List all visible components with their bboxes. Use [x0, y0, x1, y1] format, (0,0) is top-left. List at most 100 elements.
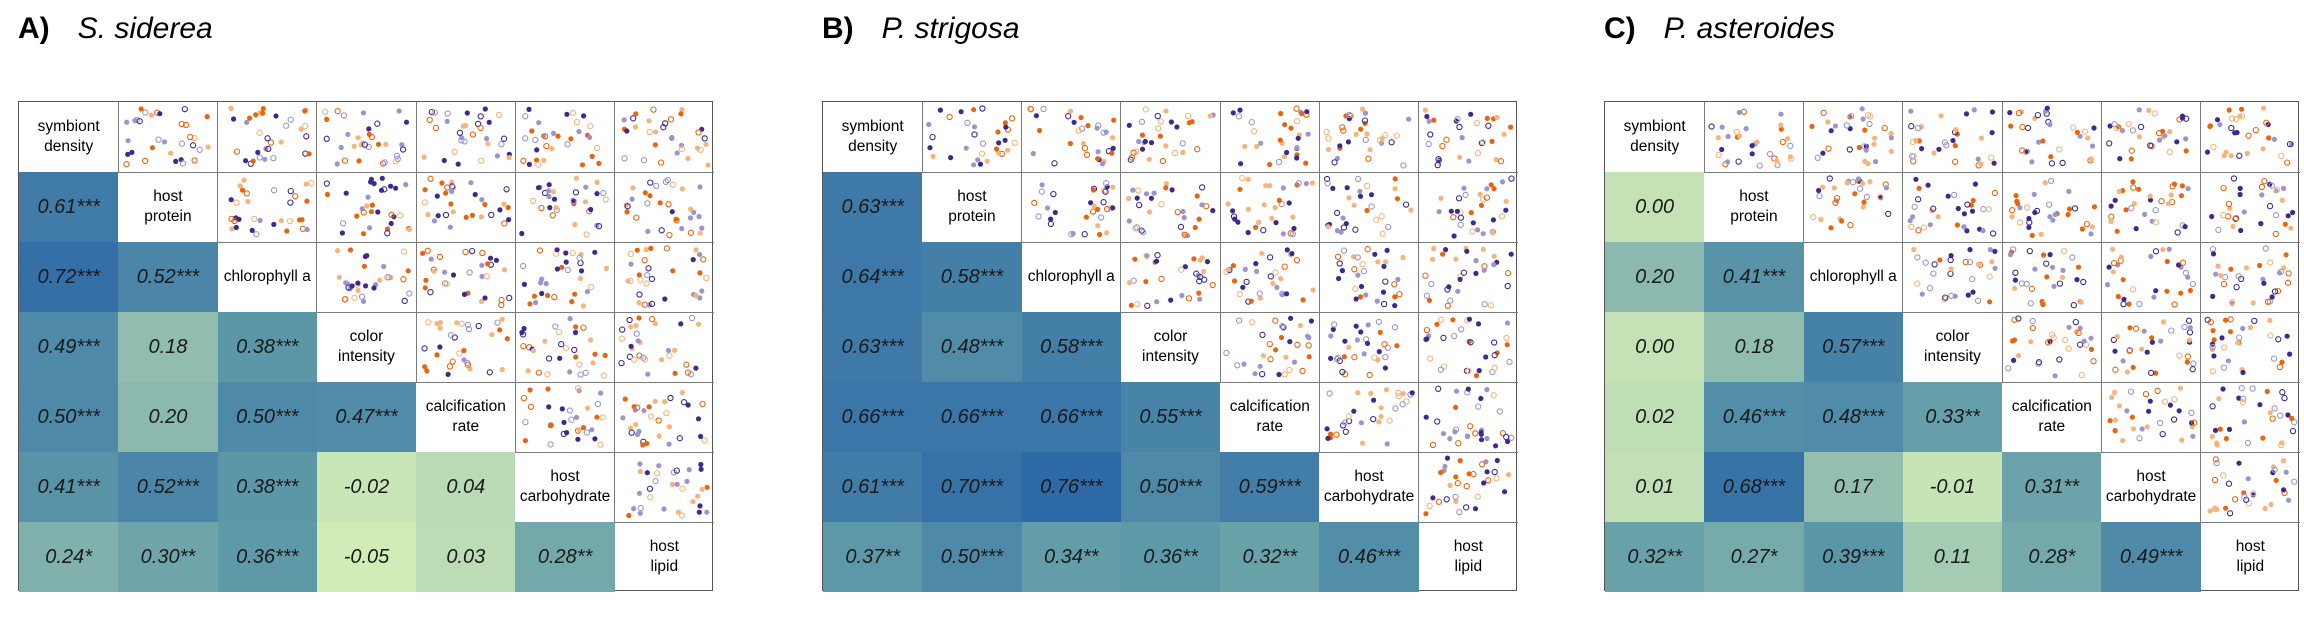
scatter-point: [2015, 201, 2021, 207]
scatter-point: [1483, 194, 1490, 201]
scatter-point: [1167, 297, 1174, 303]
scatter-point: [1937, 257, 1943, 263]
scatter-plot: [334, 247, 413, 305]
scatter-point: [2185, 353, 2192, 360]
scatter-point: [1484, 186, 1490, 192]
scatter-cell: [416, 242, 515, 312]
scatter-point: [2169, 192, 2175, 198]
scatter-point: [697, 230, 703, 236]
scatter-point: [2029, 159, 2035, 165]
scatter-point: [334, 161, 340, 167]
scatter-point: [1472, 506, 1478, 512]
scatter-point: [2224, 213, 2232, 220]
scatter-point: [2179, 193, 2185, 199]
scatter-point: [2077, 133, 2083, 139]
scatter-point: [2145, 349, 2151, 355]
scatter-point: [1473, 119, 1480, 127]
scatter-point: [2066, 188, 2072, 195]
scatter-point: [2130, 179, 2136, 185]
scatter-cell: [515, 312, 614, 382]
scatter-cell: [515, 382, 614, 452]
scatter-point: [2239, 325, 2246, 332]
scatter-point: [2273, 186, 2280, 193]
scatter-point: [574, 414, 580, 420]
scatter-point: [1440, 431, 1446, 437]
scatter-point: [1148, 140, 1154, 146]
scatter-point: [1030, 150, 1036, 157]
correlation-value: 0.52***: [136, 475, 200, 498]
correlation-cell: 0.28**: [515, 522, 615, 592]
scatter-point: [434, 193, 441, 199]
scatter-point: [1423, 414, 1429, 420]
scatter-cell: [317, 172, 416, 242]
scatter-cell: [2101, 382, 2200, 452]
scatter-point: [393, 152, 400, 160]
scatter-point: [1970, 197, 1976, 204]
scatter-point: [2040, 301, 2046, 308]
grid-line: [1803, 241, 2300, 243]
scatter-point: [1364, 182, 1371, 190]
scatter-point: [1394, 132, 1401, 139]
scatter-point: [1986, 273, 1993, 280]
scatter-point: [1291, 225, 1297, 232]
scatter-point: [1209, 281, 1216, 289]
scatter-point: [1914, 124, 1921, 132]
scatter-point: [2007, 252, 2014, 258]
scatter-point: [1294, 155, 1300, 161]
scatter-point: [2269, 415, 2276, 422]
scatter-point: [444, 118, 450, 124]
scatter-point: [287, 187, 294, 195]
correlation-value: 0.66***: [940, 405, 1004, 428]
scatter-cell: [118, 102, 217, 172]
scatter-point: [1177, 266, 1185, 273]
scatter-point: [1991, 189, 1998, 197]
scatter-point: [2286, 140, 2293, 148]
scatter-point: [190, 142, 197, 149]
scatter-point: [2112, 428, 2119, 434]
scatter-cell: [1903, 242, 2002, 312]
scatter-point: [254, 149, 260, 155]
scatter-point: [531, 348, 537, 354]
scatter-point: [1967, 247, 1973, 253]
scatter-point: [627, 324, 634, 330]
scatter-point: [647, 413, 654, 420]
scatter-cell: [2201, 172, 2300, 242]
scatter-point: [594, 144, 601, 152]
scatter-point: [1426, 297, 1432, 303]
scatter-point: [355, 280, 361, 286]
scatter-point: [644, 371, 651, 377]
scatter-point: [1364, 131, 1371, 137]
scatter-point: [2260, 435, 2266, 441]
scatter-point: [2119, 254, 2125, 260]
scatter-point: [1359, 283, 1365, 290]
scatter-point: [699, 400, 706, 408]
scatter-point: [2120, 437, 2126, 444]
scatter-point: [1484, 387, 1490, 393]
scatter-point: [1475, 321, 1481, 327]
scatter-point: [402, 182, 409, 188]
scatter-point: [1259, 250, 1265, 256]
scatter-point: [1039, 182, 1045, 188]
scatter-point: [385, 274, 392, 281]
scatter-cell: [416, 312, 515, 382]
grid-line: [316, 102, 318, 312]
correlation-matrix: symbiont density 0.00 host protein 0.20 0.41**…: [1604, 101, 2300, 592]
scatter-point: [1132, 225, 1139, 232]
scatter-point: [568, 136, 574, 142]
scatter-point: [187, 133, 194, 141]
scatter-point: [1395, 393, 1403, 400]
correlation-value: 0.49***: [37, 335, 100, 358]
scatter-point: [2148, 369, 2155, 377]
scatter-point: [2112, 348, 2119, 354]
scatter-point: [1366, 322, 1372, 328]
scatter-point: [1491, 186, 1497, 192]
correlation-value: 0.46***: [1722, 405, 1786, 428]
scatter-point: [1446, 436, 1453, 442]
scatter-point: [1501, 131, 1507, 137]
scatter-point: [1223, 349, 1230, 357]
correlation-value: 0.48***: [940, 335, 1004, 358]
correlation-value: 0.38***: [236, 475, 299, 498]
scatter-point: [1371, 397, 1377, 403]
scatter-point: [688, 314, 695, 322]
variable-label-line: rate: [452, 418, 480, 435]
